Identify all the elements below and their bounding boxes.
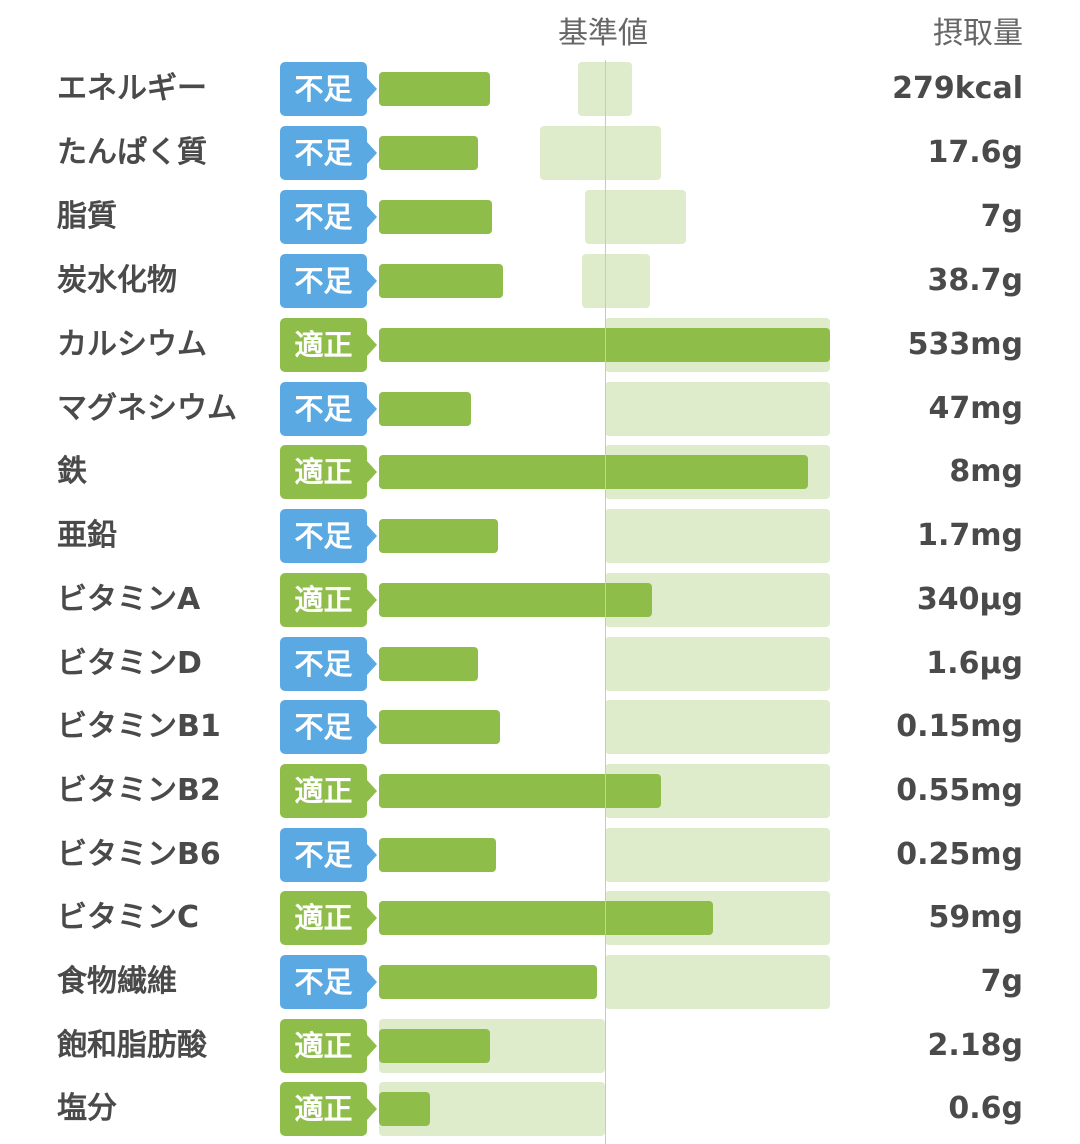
intake-bar <box>379 1092 430 1126</box>
intake-bar <box>379 392 471 426</box>
reference-range-bar <box>540 126 661 180</box>
status-badge: 不足 <box>280 190 377 244</box>
intake-bar <box>379 136 478 170</box>
reference-range-bar <box>605 700 830 754</box>
nutrient-name: 鉄 <box>57 454 87 489</box>
intake-value: 38.7g <box>927 263 1024 298</box>
intake-value: 1.6µg <box>926 646 1023 681</box>
intake-bar <box>379 647 478 681</box>
nutrient-name: たんぱく質 <box>57 135 207 170</box>
status-badge: 適正 <box>280 318 377 372</box>
reference-range-bar <box>605 955 830 1009</box>
nutrient-name: ビタミンA <box>57 582 201 617</box>
nutrient-name: 炭水化物 <box>57 263 177 298</box>
status-badge: 不足 <box>280 126 377 180</box>
nutrient-name: 食物繊維 <box>57 964 177 999</box>
reference-range-bar <box>605 828 830 882</box>
intake-value: 47mg <box>928 391 1023 426</box>
intake-value: 59mg <box>928 900 1023 935</box>
nutrient-row: たんぱく質 不足 17.6g <box>0 126 1080 180</box>
nutrient-name: 亜鉛 <box>57 518 117 553</box>
reference-range-bar <box>605 509 830 563</box>
intake-bar <box>379 200 492 234</box>
nutrient-row: ビタミンA 適正 340µg <box>0 573 1080 627</box>
intake-bar <box>379 264 503 298</box>
nutrient-name: ビタミンB6 <box>57 837 221 872</box>
status-badge: 不足 <box>280 509 377 563</box>
intake-bar <box>379 1029 490 1063</box>
nutrient-row: ビタミンB1 不足 0.15mg <box>0 700 1080 754</box>
nutrient-row: カルシウム 適正 533mg <box>0 318 1080 372</box>
reference-range-bar <box>585 190 686 244</box>
intake-value: 0.6g <box>948 1091 1023 1126</box>
intake-header: 摂取量 <box>933 16 1023 51</box>
nutrient-name: カルシウム <box>57 327 207 362</box>
nutrient-row: ビタミンB2 適正 0.55mg <box>0 764 1080 818</box>
status-badge: 適正 <box>280 573 377 627</box>
intake-value: 2.18g <box>927 1028 1024 1063</box>
intake-bar <box>379 583 652 617</box>
intake-value: 17.6g <box>927 135 1024 170</box>
nutrient-name: ビタミンD <box>57 646 202 681</box>
status-badge: 不足 <box>280 955 377 1009</box>
reference-value-header: 基準値 <box>558 16 648 51</box>
nutrient-row: ビタミンD 不足 1.6µg <box>0 637 1080 691</box>
intake-bar <box>379 519 498 553</box>
intake-value: 0.25mg <box>896 837 1023 872</box>
intake-bar <box>379 455 808 489</box>
nutrient-row: エネルギー 不足 279kcal <box>0 62 1080 116</box>
intake-bar <box>379 328 830 362</box>
nutrient-row: 飽和脂肪酸 適正 2.18g <box>0 1019 1080 1073</box>
intake-value: 340µg <box>916 582 1023 617</box>
reference-range-bar <box>605 382 830 436</box>
intake-value: 279kcal <box>892 71 1023 106</box>
nutrient-name: 塩分 <box>57 1091 117 1126</box>
intake-value: 0.15mg <box>896 709 1023 744</box>
nutrient-row: 塩分 適正 0.6g <box>0 1082 1080 1136</box>
nutrient-name: 飽和脂肪酸 <box>57 1028 207 1063</box>
intake-bar <box>379 838 496 872</box>
nutrient-row: 亜鉛 不足 1.7mg <box>0 509 1080 563</box>
nutrient-row: 脂質 不足 7g <box>0 190 1080 244</box>
nutrient-row: 食物繊維 不足 7g <box>0 955 1080 1009</box>
intake-bar <box>379 774 661 808</box>
intake-value: 8mg <box>949 454 1023 489</box>
intake-bar <box>379 72 490 106</box>
nutrient-name: ビタミンB1 <box>57 709 221 744</box>
status-badge: 不足 <box>280 62 377 116</box>
intake-value: 7g <box>980 964 1023 999</box>
intake-value: 533mg <box>907 327 1023 362</box>
nutrient-row: マグネシウム 不足 47mg <box>0 382 1080 436</box>
nutrient-name: マグネシウム <box>57 391 237 426</box>
intake-bar <box>379 965 597 999</box>
status-badge: 不足 <box>280 382 377 436</box>
nutrient-row: ビタミンB6 不足 0.25mg <box>0 828 1080 882</box>
nutrient-name: ビタミンB2 <box>57 773 221 808</box>
nutrient-row: ビタミンC 適正 59mg <box>0 891 1080 945</box>
intake-bar <box>379 901 713 935</box>
status-badge: 適正 <box>280 445 377 499</box>
reference-range-bar <box>582 254 650 308</box>
intake-value: 0.55mg <box>896 773 1023 808</box>
intake-value: 7g <box>980 199 1023 234</box>
nutrient-row: 炭水化物 不足 38.7g <box>0 254 1080 308</box>
nutrient-name: ビタミンC <box>57 900 200 935</box>
nutrient-name: エネルギー <box>57 71 207 106</box>
nutrient-row: 鉄 適正 8mg <box>0 445 1080 499</box>
status-badge: 適正 <box>280 1019 377 1073</box>
status-badge: 適正 <box>280 764 377 818</box>
reference-range-bar <box>605 637 830 691</box>
status-badge: 不足 <box>280 637 377 691</box>
intake-value: 1.7mg <box>917 518 1023 553</box>
status-badge: 適正 <box>280 891 377 945</box>
nutrient-name: 脂質 <box>57 199 117 234</box>
status-badge: 不足 <box>280 254 377 308</box>
status-badge: 不足 <box>280 828 377 882</box>
intake-bar <box>379 710 500 744</box>
status-badge: 不足 <box>280 700 377 754</box>
reference-line <box>605 60 606 1144</box>
status-badge: 適正 <box>280 1082 377 1136</box>
